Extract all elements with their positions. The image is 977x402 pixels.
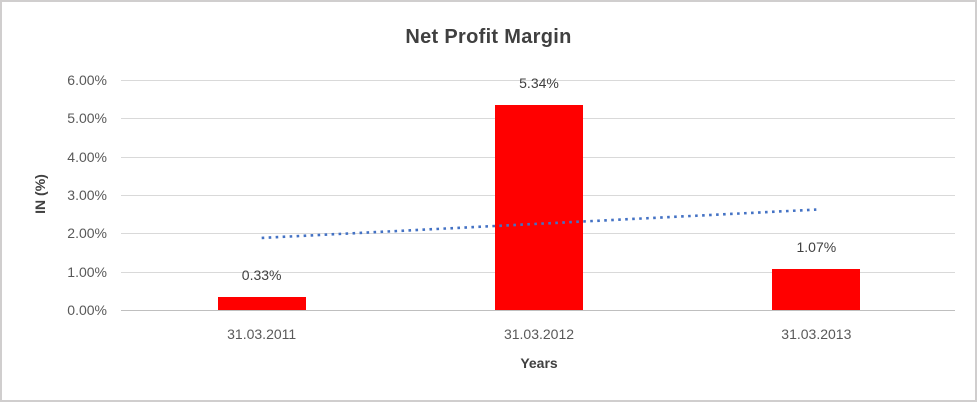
bar-data-label: 0.33% (241, 267, 282, 284)
y-tick-label: 3.00% (67, 187, 107, 203)
y-tick-label: 1.00% (67, 263, 107, 280)
x-tick-label: 31.03.2011 (227, 326, 297, 342)
x-tick-label: 31.03.2013 (781, 326, 852, 342)
bar-data-label: 1.07% (796, 238, 837, 255)
gridline (121, 80, 955, 81)
trendline-path (261, 208, 817, 240)
chart-title: Net Profit Margin (405, 26, 572, 48)
y-tick-label: 0.00% (67, 302, 107, 318)
bar (495, 105, 583, 310)
x-tick-label: 31.03.2012 (503, 326, 575, 342)
y-tick-label: 6.00% (67, 72, 107, 88)
bar (772, 268, 861, 310)
y-tick-label: 2.00% (67, 225, 107, 242)
y-tick-label: 4.00% (67, 148, 107, 165)
y-axis-title: IN (%) (32, 174, 48, 214)
bar (217, 297, 306, 310)
bar-data-label: 5.34% (519, 75, 559, 92)
trendline (261, 208, 817, 240)
y-tick-label: 5.00% (67, 110, 107, 127)
x-axis-line (121, 310, 955, 311)
x-axis-title: Years (520, 355, 558, 371)
